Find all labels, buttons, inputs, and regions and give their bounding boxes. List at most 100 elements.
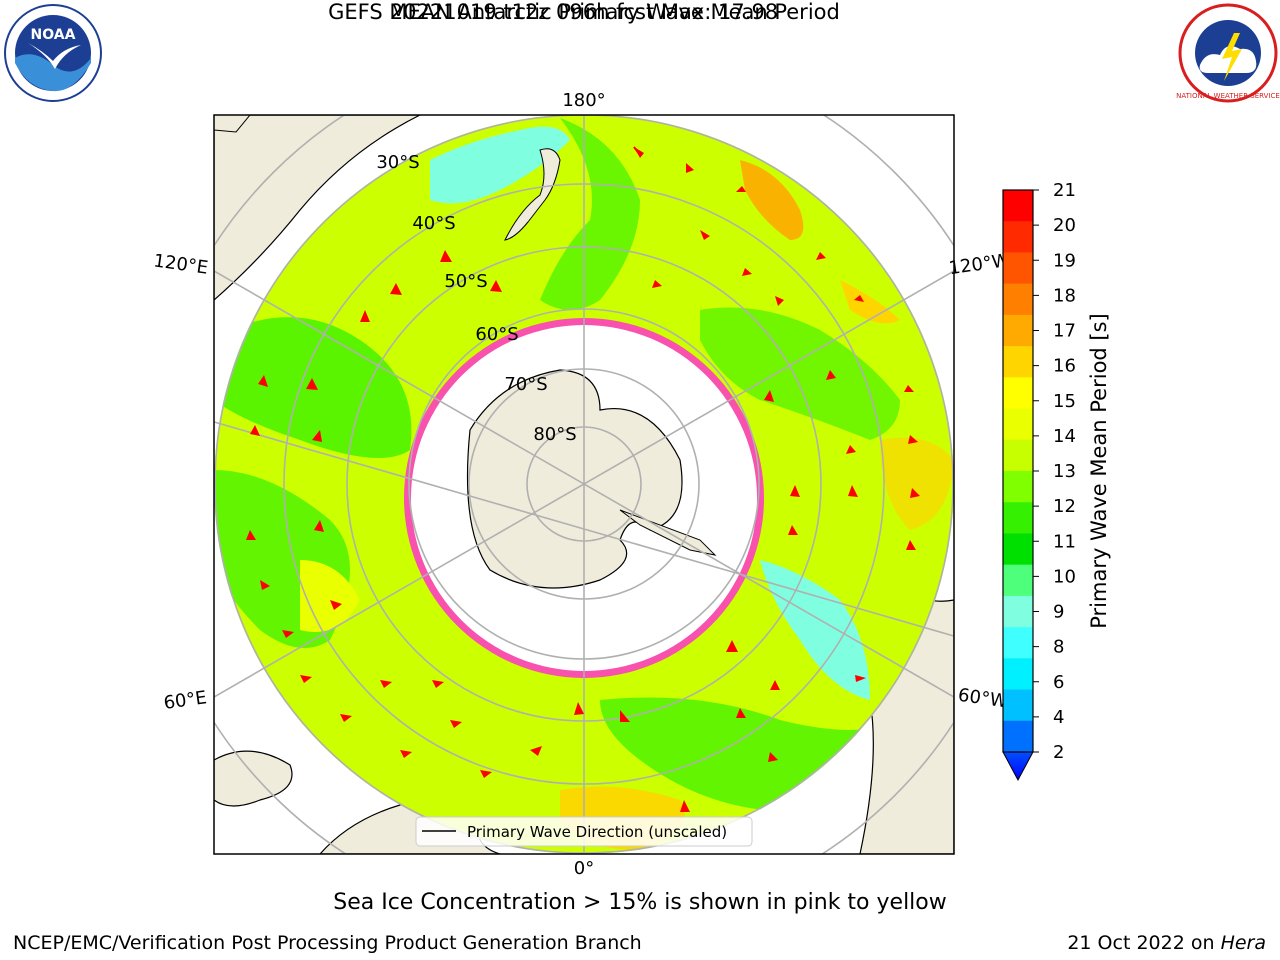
- colorbar-extend: [1002, 751, 1034, 782]
- lon-label-120e: 120°E: [152, 250, 209, 278]
- colorbar-segment: [1003, 283, 1033, 316]
- arrow: [574, 702, 584, 715]
- arrow: [700, 230, 710, 240]
- colorbar-tick-label: 15: [1053, 391, 1076, 412]
- noaa-logo-text: NOAA: [31, 27, 76, 43]
- arrow: [846, 445, 856, 454]
- host-name: Hera: [1220, 932, 1266, 954]
- noaa-logo: NOAA: [4, 4, 102, 102]
- arrow: [816, 252, 826, 260]
- arrow: [360, 310, 370, 322]
- lon-label-0: 0°: [574, 858, 594, 879]
- colorbar-segment: [1003, 502, 1033, 534]
- arrow: [764, 390, 774, 402]
- arrow: [742, 268, 752, 276]
- colorbar-tick-label: 14: [1053, 426, 1076, 447]
- colorbar-segment: [1003, 408, 1033, 441]
- colorbar-tick-label: 20: [1053, 215, 1076, 236]
- arrow: [300, 675, 312, 683]
- arrow: [480, 770, 492, 778]
- arrow: [620, 710, 630, 722]
- branch-credit: NCEP/EMC/Verification Post Processing Pr…: [13, 932, 642, 954]
- colorbar-segment: [1003, 346, 1033, 378]
- lat-label-60s: 60°S: [475, 324, 518, 345]
- colorbar-tick-label: 18: [1053, 285, 1076, 306]
- colorbar-segment: [1003, 471, 1033, 503]
- arrow: [380, 680, 392, 688]
- lat-label-70s: 70°S: [504, 374, 547, 395]
- lat-label-40s: 40°S: [412, 213, 455, 234]
- arrow: [634, 147, 644, 158]
- arrow: [770, 680, 780, 690]
- arrow: [450, 720, 462, 728]
- arrow: [432, 680, 444, 688]
- colorbar-tick-label: 21: [1053, 180, 1076, 201]
- arrow: [250, 425, 260, 436]
- colorbar: 21 20 19 18 17 16 15 14 13 12 11 10 9 8 6 4 2 Primary Wa…: [1002, 180, 1111, 782]
- arrow: [855, 675, 866, 682]
- colorbar-tick-label: 13: [1053, 461, 1076, 482]
- arrow: [340, 714, 352, 722]
- arrow: [908, 435, 918, 444]
- colorbar-tick-label: 19: [1053, 250, 1076, 271]
- lat-label-50s: 50°S: [444, 271, 487, 292]
- map-area: Primary Wave Direction (unscaled): [214, 115, 954, 854]
- arrow: [906, 540, 916, 550]
- arrow: [260, 580, 270, 590]
- colorbar-tick-label: 8: [1053, 637, 1064, 658]
- date-text: 21 Oct 2022 on: [1067, 932, 1221, 954]
- lon-label-120w: 120°W: [947, 250, 1011, 279]
- colorbar-label: Primary Wave Mean Period [s]: [1087, 313, 1111, 629]
- lat-label-30s: 30°S: [376, 152, 419, 173]
- colorbar-tick-label: 17: [1053, 321, 1076, 342]
- lon-label-60e: 60°E: [162, 687, 208, 714]
- nws-logo-text: NATIONAL WEATHER SERVICE: [1176, 92, 1280, 100]
- land-africa-island: [214, 750, 293, 807]
- arrow: [848, 485, 858, 497]
- arrow: [736, 186, 746, 192]
- colorbar-segment: [1003, 627, 1033, 659]
- arrow: [790, 485, 800, 497]
- date-line: 21 Oct 2022 on Hera: [1067, 932, 1266, 954]
- arrow: [680, 800, 690, 812]
- colorbar-segment: [1003, 221, 1033, 253]
- colorbar-segment: [1003, 564, 1033, 597]
- arrow: [490, 280, 502, 292]
- colorbar-tick-label: 6: [1053, 672, 1064, 693]
- arrow: [314, 520, 324, 532]
- arrow: [530, 746, 542, 756]
- title-line-1: GEFS MEAN Antarctic Primary Wave Mean Pe…: [328, 0, 840, 24]
- arrow: [910, 488, 920, 498]
- colorbar-segment: [1003, 595, 1033, 628]
- lon-label-60w: 60°W: [957, 685, 1009, 713]
- colorbar-segment: [1003, 658, 1033, 691]
- colorbar-tick-label: 10: [1053, 566, 1076, 587]
- arrow: [775, 296, 784, 306]
- arrow: [736, 708, 746, 718]
- nws-logo: NATIONAL WEATHER SERVICE: [1176, 3, 1280, 103]
- colorbar-segment: [1003, 533, 1033, 566]
- arrow: [904, 385, 914, 392]
- arrow: [788, 525, 798, 535]
- colorbar-segment: [1003, 377, 1033, 410]
- title-line-2: 20221019 t12z 096h fcst Max: 17.98: [389, 0, 779, 24]
- colorbar-segment: [1003, 720, 1033, 753]
- lat-label-80s: 80°S: [533, 424, 576, 445]
- legend-label: Primary Wave Direction (unscaled): [467, 823, 727, 841]
- arrow: [390, 283, 402, 295]
- lat-labels: 30°S 40°S 50°S 60°S 70°S 80°S: [376, 152, 576, 445]
- colorbar-tick-label: 11: [1053, 531, 1076, 552]
- colorbar-segment: [1003, 689, 1033, 722]
- arrow: [246, 530, 256, 540]
- colorbar-tick-label: 16: [1053, 356, 1076, 377]
- colorbar-tick-label: 2: [1053, 742, 1064, 763]
- arrow: [726, 640, 738, 652]
- arrow: [686, 163, 694, 173]
- arrow: [854, 295, 864, 302]
- arrow: [330, 600, 342, 610]
- lon-label-180: 180°: [562, 90, 605, 111]
- wave-direction-arrows: [246, 146, 920, 812]
- land-australia: [214, 115, 421, 301]
- arrow: [312, 430, 322, 442]
- arrow: [652, 280, 662, 288]
